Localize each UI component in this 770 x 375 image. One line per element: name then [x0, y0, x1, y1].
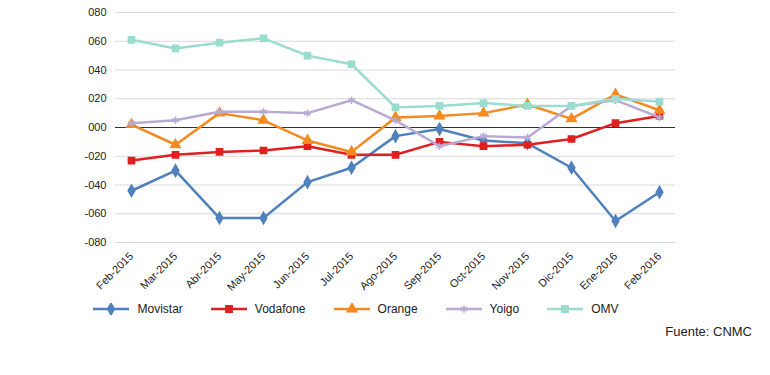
- html-text:Orange: Orange: [377, 302, 418, 316]
- html-text:Fuente: CNMC: Fuente: CNMC: [665, 324, 752, 339]
- svg-text:May-2015: May-2015: [224, 250, 267, 293]
- svg-text:020: 020: [88, 92, 106, 104]
- svg-text:Abr-2015: Abr-2015: [183, 250, 223, 290]
- svg-text:060: 060: [88, 35, 106, 47]
- html-text:Yoigo: Yoigo: [489, 302, 520, 316]
- svg-text:Feb-2016: Feb-2016: [622, 250, 664, 292]
- svg-text:Jul-2015: Jul-2015: [317, 250, 355, 288]
- svg-text:-020: -020: [84, 150, 106, 162]
- svg-text:Feb-2015: Feb-2015: [94, 250, 136, 292]
- html-text:Vodafone: Vodafone: [254, 302, 306, 316]
- svg-text:Jun-2015: Jun-2015: [270, 250, 311, 291]
- svg-text:-080: -080: [84, 236, 106, 248]
- html-text:Movistar: Movistar: [137, 302, 183, 316]
- svg-text:000: 000: [88, 121, 106, 133]
- svg-text:Mar-2015: Mar-2015: [138, 250, 180, 292]
- svg-text:Nov-2015: Nov-2015: [489, 250, 531, 292]
- svg-text:Sep-2015: Sep-2015: [401, 250, 443, 292]
- svg-text:080: 080: [88, 6, 106, 18]
- svg-text:Dic-2015: Dic-2015: [536, 250, 576, 290]
- svg-text:-060: -060: [84, 207, 106, 219]
- html-text:OMV: OMV: [591, 302, 619, 316]
- svg-text:Oct-2015: Oct-2015: [447, 250, 487, 290]
- svg-text:040: 040: [88, 64, 106, 76]
- svg-text:Ago-2015: Ago-2015: [357, 250, 399, 292]
- svg-text:-040: -040: [84, 179, 106, 191]
- svg-text:Ene-2016: Ene-2016: [577, 250, 619, 292]
